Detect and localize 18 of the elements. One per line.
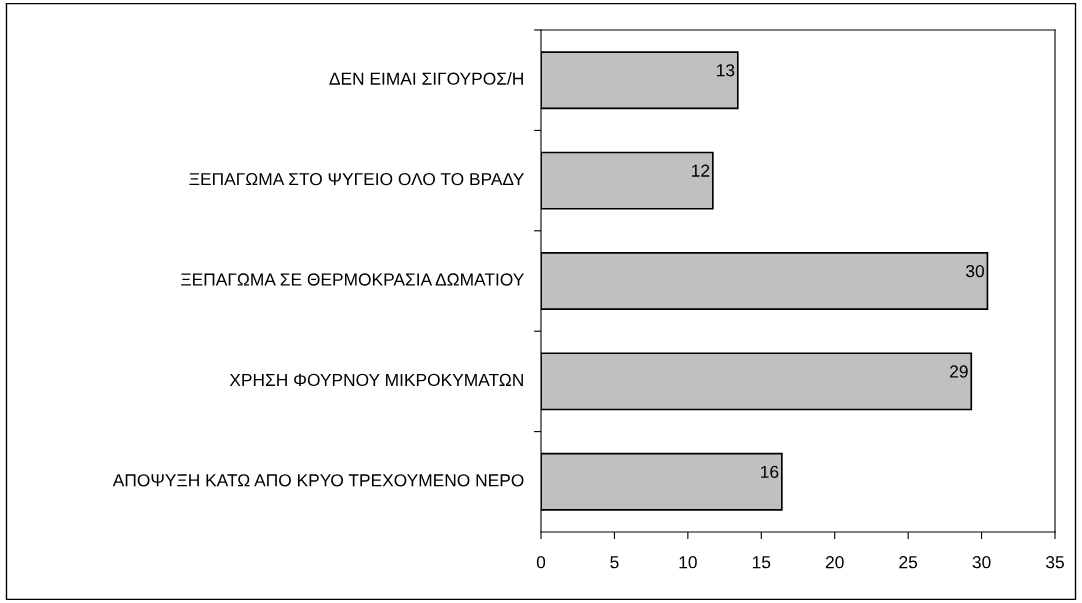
- x-tick-label: 5: [610, 556, 619, 569]
- data-label: 13: [717, 64, 735, 77]
- y-tick-label: ΞΕΠΑΓΩΜΑ ΣΕ ΘΕΡΜΟΚΡΑΣΙΑ ΔΩΜΑΤΙΟΥ: [181, 273, 524, 286]
- data-label: 30: [966, 264, 984, 278]
- x-tick-label: 10: [679, 556, 697, 569]
- y-tick-label: ΔΕΝ ΕΙΜΑΙ ΣΙΓΟΥΡΟΣ/Η: [329, 72, 523, 85]
- y-tick-label: ΑΠΟΨΥΞΗ ΚΑΤΩ ΑΠΟ ΚΡΥΟ ΤΡΕΧΟΥΜΕΝΟ ΝΕΡΟ: [112, 474, 524, 487]
- x-tick-label: 20: [825, 556, 844, 569]
- x-tick-label: 25: [899, 556, 918, 569]
- y-tick-label: ΞΕΠΑΓΩΜΑ ΣΤΟ ΨΥΓΕΙΟ ΟΛΟ ΤΟ ΒΡΑΔΥ: [189, 172, 524, 186]
- y-tick-label: ΧΡΗΣΗ ΦΟΥΡΝΟΥ ΜΙΚΡΟΚΥΜΑΤΩΝ: [229, 373, 523, 387]
- x-tick-label: 30: [972, 556, 991, 569]
- data-label: 16: [761, 465, 779, 479]
- x-tick-label: 15: [752, 556, 771, 569]
- data-label: 12: [692, 164, 710, 177]
- x-tick-label: 0: [536, 556, 546, 569]
- x-tick-label: 35: [1046, 556, 1064, 569]
- data-label: 29: [950, 365, 968, 378]
